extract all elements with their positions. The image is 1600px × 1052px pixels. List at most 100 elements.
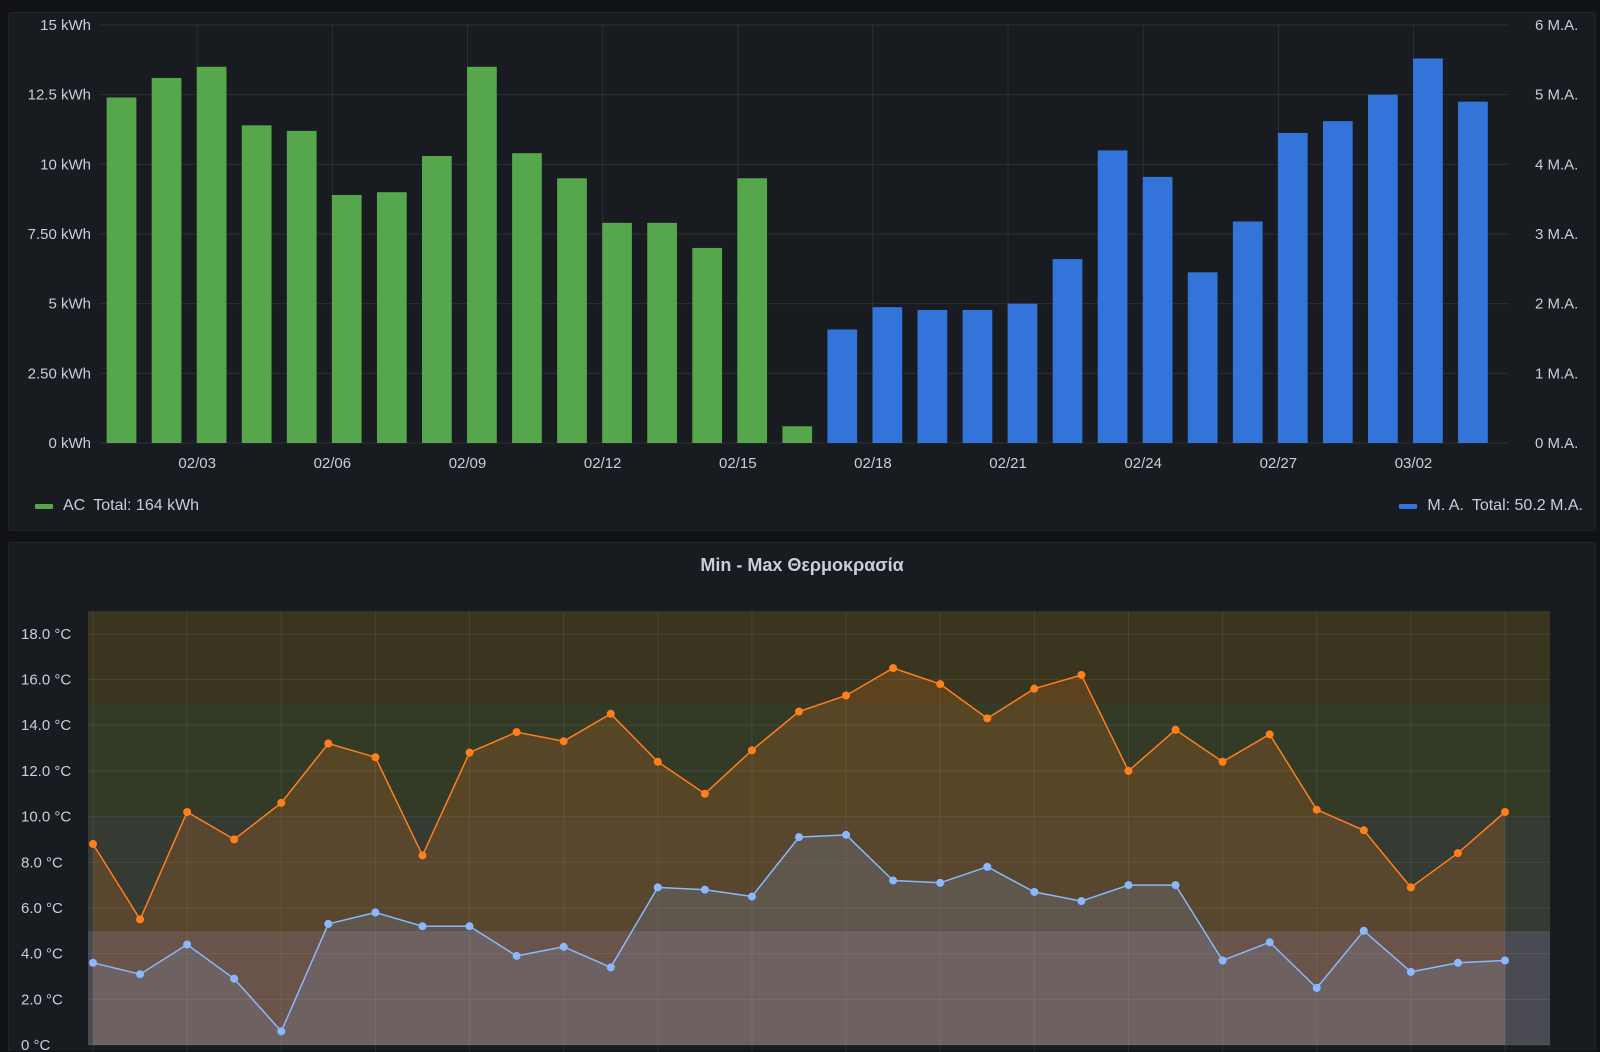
y-tick-label-left: 5 kWh [48,296,91,313]
series-min-point [983,862,992,871]
x-tick-label: 02/03 [178,455,216,472]
series-max-point [1501,808,1509,817]
series-min-point [1030,887,1039,896]
panel-title[interactable]: Min - Max Θερμοκρασία [700,555,904,575]
series-max-area [93,668,1505,1045]
x-tick-label: 02/18 [854,455,892,472]
energy-panel: 0 kWh 0 M.A. 2.50 kWh 1 M.A. 5 kWh 2 M.A. 7.50… [8,12,1596,531]
temperature-line-chart: 0 °C 2.0 °C 4.0 °C 6.0 °C 8.0 °C 10.0 °C 12.0 … [21,611,1550,1052]
legend-ma[interactable]: M. A. Total: 50.2 M.A. [1399,497,1583,515]
energy-bar-chart: 0 kWh 0 M.A. 2.50 kWh 1 M.A. 5 kWh 2 M.A. 7.50… [28,17,1579,472]
bar-ma [872,307,903,443]
series-max-point [418,851,427,860]
series-min-point [795,833,803,842]
x-tick-label: 02/27 [1260,455,1298,472]
y-tick-label: 0 °C [21,1037,51,1052]
series-min-point [842,830,851,839]
x-tick-label: 02/06 [314,455,352,472]
bar-ac [512,153,542,444]
series-max-point [700,789,709,798]
bar-ma [917,309,948,443]
x-tick-label: 02/12 [584,455,622,472]
series-min-point [89,958,97,967]
series-max-point [277,798,286,807]
series-min-point [1501,956,1509,965]
bar-ac [241,125,272,443]
series-max-point [747,746,756,755]
series-max-point [1312,805,1321,814]
series-max-point [136,915,145,924]
bar-ac [376,192,407,443]
series-max-point [89,839,97,848]
y-tick-label: 6.0 °C [21,900,63,917]
threshold-band [88,702,1550,817]
series-max-point [465,748,474,757]
series-min-point [1265,938,1274,947]
bar-ac [692,247,723,443]
bar-ma [1142,176,1173,443]
bar-ma [827,329,858,443]
bar-ac [602,222,632,443]
series-max-point [1453,849,1462,858]
series-min-point [371,908,380,917]
series-max-point [889,664,898,673]
legend-ac-label: AC [63,497,86,514]
x-tick-label: 03/02 [1395,455,1433,472]
series-max-point [1406,883,1415,892]
series-min-point [418,922,427,931]
series-min-point [512,951,521,960]
y-tick-label-right: 4 M.A. [1535,156,1578,173]
series-max-point [1265,730,1274,739]
series-min-point [1124,881,1133,890]
bar-ma [962,309,993,443]
y-tick-label: 10.0 °C [21,809,71,826]
bar-ac [467,66,497,444]
series-min-point [1077,897,1086,906]
x-tick-label: 02/21 [989,455,1027,472]
bar-ma [1097,150,1128,443]
series-max-point [512,728,521,737]
bar-ac [196,66,227,444]
bar-ac [647,222,677,443]
y-tick-label-left: 0 kWh [48,435,91,452]
series-max-point [1077,670,1086,679]
series-min-point [1171,881,1180,890]
y-tick-label: 18.0 °C [21,626,71,643]
y-tick-label-right: 6 M.A. [1535,17,1578,34]
y-tick-label-right: 5 M.A. [1535,87,1578,104]
series-min-point [324,919,333,928]
y-tick-label-right: 2 M.A. [1535,296,1578,313]
series-min-point [747,892,756,901]
series-max-point [795,707,803,716]
threshold-band [88,930,1550,1045]
series-min-point [136,970,145,979]
bar-ma [1187,272,1218,443]
legend-ac-total: Total: 164 kWh [93,497,200,514]
legend-ac[interactable]: AC Total: 164 kWh [35,497,199,515]
y-tick-label-left: 2.50 kWh [28,365,91,382]
y-tick-label: 16.0 °C [21,672,71,689]
series-max-point [606,709,615,718]
y-tick-label-right: 3 M.A. [1535,226,1578,243]
series-min-point [700,885,709,894]
y-tick-label: 4.0 °C [21,946,63,963]
series-min-point [1218,956,1227,965]
y-tick-label: 12.0 °C [21,763,71,780]
series-min-point [936,878,945,887]
y-tick-label: 2.0 °C [21,991,63,1008]
bar-ac [151,77,182,444]
legend-ma-label: M. A. [1427,497,1464,514]
bar-ac [782,426,813,443]
series-min-point [465,922,474,931]
series-min-point [277,1027,286,1036]
bar-ma [1458,101,1488,443]
series-max-point [842,691,851,700]
bar-ma [1322,121,1353,443]
series-min-point [230,974,239,983]
series-min-point [559,942,568,951]
bar-ac [421,155,452,443]
x-tick-label: 02/09 [449,455,487,472]
series-min-point [1453,958,1462,967]
series-min-point [183,940,192,949]
bar-ma [1232,221,1263,443]
